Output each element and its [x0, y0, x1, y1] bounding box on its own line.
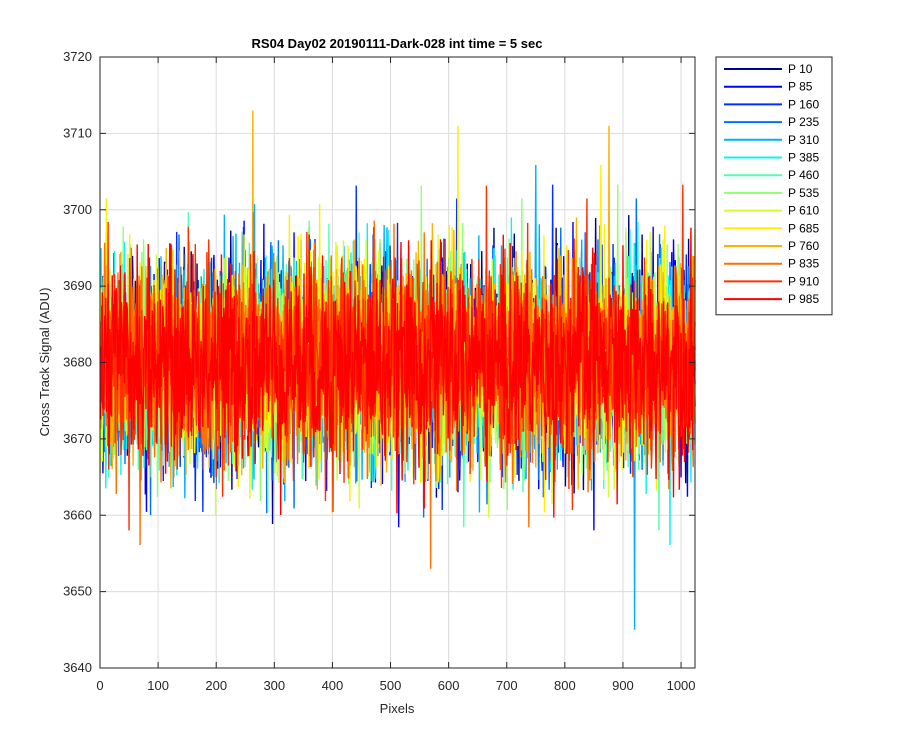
- y-tick-label: 3640: [63, 660, 92, 675]
- legend-label: P 685: [788, 221, 819, 235]
- legend-label: P 610: [788, 204, 819, 218]
- x-tick-label: 1000: [667, 678, 696, 693]
- legend-label: P 535: [788, 186, 819, 200]
- x-tick-label: 200: [205, 678, 227, 693]
- legend-label: P 835: [788, 257, 819, 271]
- legend: P 10 P 85 P 160 P 235 P 310 P 385 P 460 P 535 P …: [715, 56, 833, 316]
- legend-label: P 85: [788, 80, 813, 94]
- y-tick-label: 3700: [63, 202, 92, 217]
- x-tick-label: 800: [554, 678, 576, 693]
- x-tick-label: 500: [380, 678, 402, 693]
- series-lines: [99, 110, 696, 630]
- x-tick-label: 400: [322, 678, 344, 693]
- legend-label: P 235: [788, 115, 819, 129]
- legend-label: P 310: [788, 133, 819, 147]
- x-tick-label: 0: [96, 678, 103, 693]
- legend-label: P 460: [788, 168, 819, 182]
- y-tick-label: 3670: [63, 431, 92, 446]
- x-axis-label: Pixels: [380, 701, 415, 716]
- y-axis-ticks: 3640 3650 3660 3670 3680 3690 3700 3710 3720: [63, 49, 695, 675]
- x-tick-label: 100: [147, 678, 169, 693]
- x-tick-label: 600: [438, 678, 460, 693]
- y-tick-label: 3660: [63, 507, 92, 522]
- series-line-p-985: [99, 227, 696, 518]
- legend-box: [715, 56, 833, 316]
- legend-label: P 910: [788, 274, 819, 288]
- legend-label: P 385: [788, 151, 819, 165]
- y-tick-label: 3720: [63, 49, 92, 64]
- y-tick-label: 3650: [63, 584, 92, 599]
- y-tick-label: 3680: [63, 355, 92, 370]
- legend-label: P 985: [788, 292, 819, 306]
- y-tick-label: 3710: [63, 125, 92, 140]
- legend-label: P 10: [788, 62, 813, 76]
- legend-label: P 160: [788, 97, 819, 111]
- x-tick-label: 900: [612, 678, 634, 693]
- x-tick-label: 700: [496, 678, 518, 693]
- chart-title: RS04 Day02 20190111-Dark-028 int time = …: [252, 36, 543, 51]
- x-tick-label: 300: [263, 678, 285, 693]
- x-axis-ticks: 0 100 200 300 400 500 600 700 800 900 1000: [96, 57, 696, 693]
- legend-label: P 760: [788, 239, 819, 253]
- plot-area: [99, 56, 696, 669]
- y-tick-label: 3690: [63, 278, 92, 293]
- y-axis-label: Cross Track Signal (ADU): [37, 288, 52, 437]
